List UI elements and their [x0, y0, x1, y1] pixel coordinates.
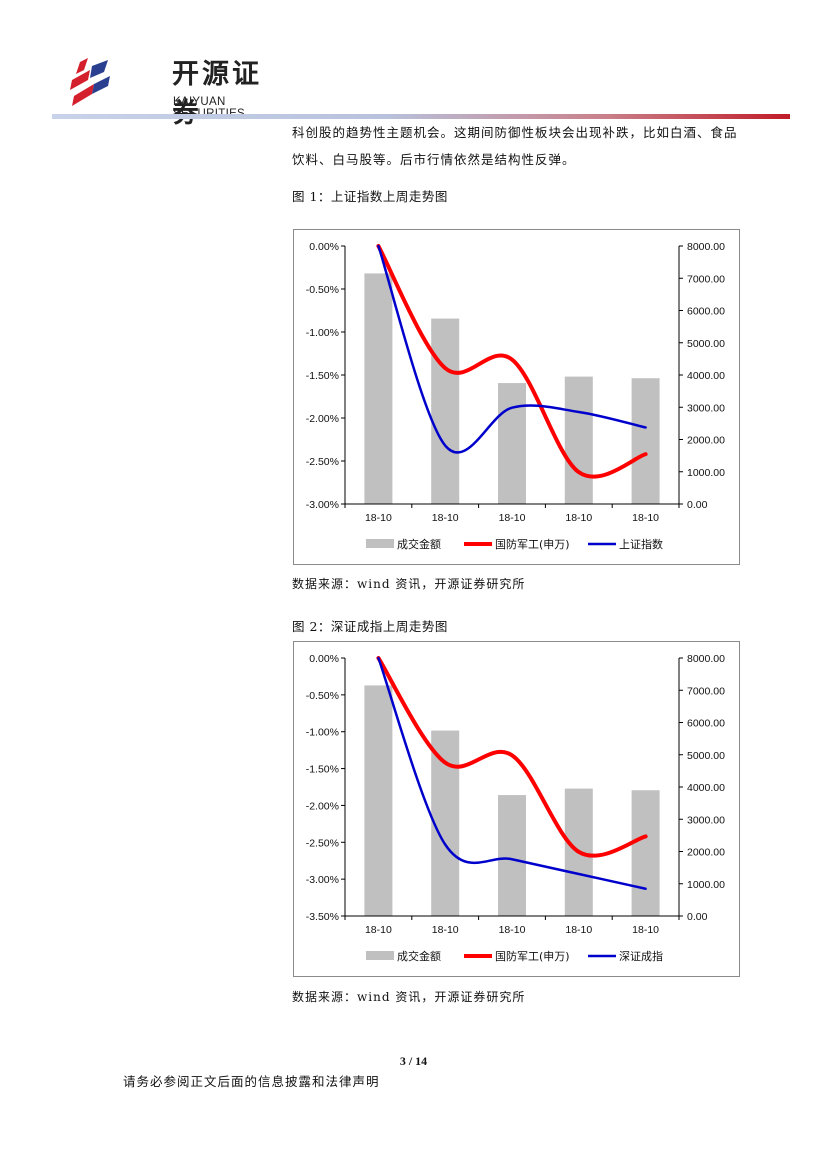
- bar-1: [364, 685, 393, 916]
- legend-label-2: 国防军工(申万): [495, 949, 570, 963]
- figure-1-source: 数据来源：wind 资讯，开源证券研究所: [292, 577, 526, 591]
- left-tick-label: -3.50%: [306, 911, 339, 923]
- right-tick-label: 1000.00: [687, 879, 725, 891]
- x-tick-label: 18-10: [365, 512, 392, 524]
- bar-5: [631, 378, 660, 504]
- bar-2: [431, 318, 460, 504]
- right-tick-label: 6000.00: [687, 306, 725, 318]
- chart-1-svg: 0.00% -0.50% -1.00% -1.50% -2.00% -2.50% -3.00…: [306, 241, 725, 551]
- left-tick-label: -0.50%: [306, 690, 339, 702]
- x-tick-label: 18-10: [632, 512, 659, 524]
- right-tick-label: 8000.00: [687, 241, 725, 253]
- right-tick-label: 3000.00: [687, 402, 725, 414]
- series-line-1: [376, 656, 648, 858]
- left-tick-label: 0.00%: [309, 241, 339, 253]
- series-line-1: [376, 244, 648, 479]
- left-tick-label: -1.50%: [306, 764, 339, 776]
- left-tick-label: -3.00%: [306, 499, 339, 511]
- figure-2-title: 图 2：深证成指上周走势图: [292, 619, 448, 634]
- chart-2-svg: 0.00% -0.50% -1.00% -1.50% -2.00% -2.50% -3.00…: [306, 653, 725, 963]
- x-tick-label: 18-10: [565, 512, 592, 524]
- legend-label-1: 成交金额: [397, 537, 441, 551]
- left-tick-label: -1.00%: [306, 327, 339, 339]
- left-tick-label: -1.50%: [306, 370, 339, 382]
- series-line-2: [377, 656, 647, 890]
- legend-label-2: 国防军工(申万): [495, 537, 570, 551]
- chart-1: 0.00% -0.50% -1.00% -1.50% -2.00% -2.50% -3.00…: [293, 229, 740, 565]
- legend-label-3: 上证指数: [619, 537, 663, 551]
- x-tick-label: 18-10: [432, 512, 459, 524]
- series-line-2: [377, 244, 647, 454]
- body-line-1: 科创股的趋势性主题机会。这期间防御性板块会出现补跌，比如白酒、食品: [292, 125, 738, 140]
- right-tick-label: 5000.00: [687, 750, 725, 762]
- body-line-2: 饮料、白马股等。后市行情依然是结构性反弹。: [292, 152, 576, 167]
- left-tick-label: -1.00%: [306, 727, 339, 739]
- left-tick-label: 0.00%: [309, 653, 339, 665]
- right-tick-label: 1000.00: [687, 467, 725, 479]
- x-tick-label: 18-10: [632, 924, 659, 936]
- legend-label-3: 深证成指: [619, 949, 663, 963]
- figure-1-title: 图 1：上证指数上周走势图: [292, 189, 448, 204]
- right-tick-label: 0.00: [687, 499, 708, 511]
- right-tick-label: 2000.00: [687, 435, 725, 447]
- left-tick-label: -2.00%: [306, 800, 339, 812]
- right-tick-label: 2000.00: [687, 847, 725, 859]
- right-tick-label: 7000.00: [687, 685, 725, 697]
- bar-4: [564, 376, 593, 504]
- right-tick-label: 8000.00: [687, 653, 725, 665]
- left-tick-label: -2.00%: [306, 413, 339, 425]
- x-tick-label: 18-10: [565, 924, 592, 936]
- x-tick-label: 18-10: [499, 512, 526, 524]
- logo-text-cn: 开源证券: [172, 59, 262, 129]
- company-logo: 开源证券 KAIYUAN SECURITIES: [68, 58, 268, 129]
- right-tick-label: 3000.00: [687, 814, 725, 826]
- header-rule: [52, 114, 790, 119]
- left-tick-label: -0.50%: [306, 284, 339, 296]
- page-number: 3 / 14: [399, 1054, 428, 1068]
- left-tick-label: -2.50%: [306, 837, 339, 849]
- bar-1: [364, 273, 393, 504]
- right-tick-label: 4000.00: [687, 782, 725, 794]
- right-tick-label: 4000.00: [687, 370, 725, 382]
- left-tick-label: -3.00%: [306, 874, 339, 886]
- x-tick-label: 18-10: [365, 924, 392, 936]
- x-tick-label: 18-10: [499, 924, 526, 936]
- bar-3: [498, 383, 526, 504]
- figure-2-source: 数据来源：wind 资讯，开源证券研究所: [292, 990, 526, 1004]
- bar-3: [498, 795, 526, 916]
- right-tick-label: 6000.00: [687, 718, 725, 730]
- logo-mark-icon: [70, 58, 110, 106]
- left-tick-label: -2.50%: [306, 456, 339, 468]
- right-tick-label: 0.00: [687, 911, 708, 923]
- footer-disclaimer: 请务必参阅正文后面的信息披露和法律声明: [123, 1074, 380, 1089]
- legend-swatch-1: [366, 539, 394, 548]
- bar-5: [631, 790, 660, 916]
- chart-2: 0.00% -0.50% -1.00% -1.50% -2.00% -2.50% -3.00…: [293, 641, 740, 977]
- legend-label-1: 成交金额: [397, 949, 441, 963]
- right-tick-label: 7000.00: [687, 273, 725, 285]
- x-tick-label: 18-10: [432, 924, 459, 936]
- right-tick-label: 5000.00: [687, 338, 725, 350]
- legend-swatch-1: [366, 951, 394, 960]
